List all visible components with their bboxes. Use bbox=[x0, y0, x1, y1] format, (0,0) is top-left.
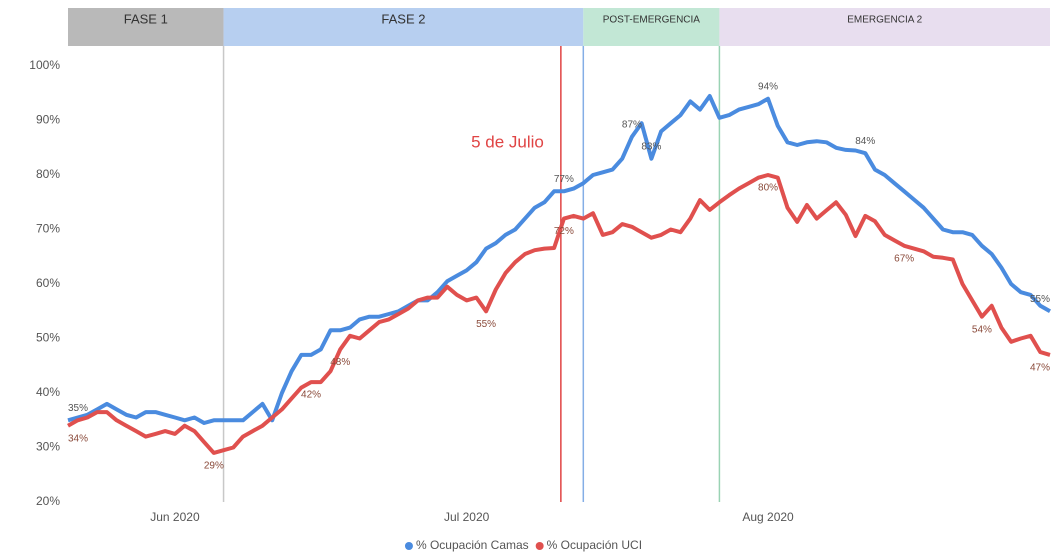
legend-label: % Ocupación Camas bbox=[416, 538, 529, 552]
data-label: 77% bbox=[554, 174, 574, 185]
data-label: 80% bbox=[758, 183, 778, 194]
y-tick-label: 90% bbox=[36, 113, 60, 127]
y-tick-label: 100% bbox=[29, 58, 60, 72]
series-line bbox=[67, 94, 1051, 425]
data-label: 47% bbox=[1030, 362, 1050, 373]
x-tick-label: Jul 2020 bbox=[444, 510, 490, 524]
data-label: 34% bbox=[68, 433, 88, 444]
y-tick-label: 20% bbox=[36, 494, 60, 508]
data-label: 87% bbox=[622, 119, 642, 130]
y-tick-label: 50% bbox=[36, 331, 60, 345]
phase-label: EMERGENCIA 2 bbox=[847, 15, 922, 26]
x-tick-label: Jun 2020 bbox=[150, 510, 200, 524]
legend-label: % Ocupación UCI bbox=[547, 538, 642, 552]
x-tick-label: Aug 2020 bbox=[742, 510, 794, 524]
phase-band bbox=[583, 8, 720, 46]
y-tick-label: 80% bbox=[36, 167, 60, 181]
data-label: 83% bbox=[641, 141, 661, 152]
phase-band bbox=[68, 8, 224, 46]
data-label: 72% bbox=[554, 226, 574, 237]
data-label: 35% bbox=[68, 403, 88, 414]
phase-label: FASE 2 bbox=[381, 11, 425, 26]
data-label: 94% bbox=[758, 81, 778, 92]
y-tick-label: 60% bbox=[36, 276, 60, 290]
series-line bbox=[67, 173, 1051, 455]
phase-band bbox=[223, 8, 584, 46]
marker-label: 5 de Julio bbox=[471, 132, 544, 151]
data-label: 29% bbox=[204, 461, 224, 472]
phase-band bbox=[719, 8, 1050, 46]
phase-label: POST-EMERGENCIA bbox=[603, 15, 701, 26]
data-label: 84% bbox=[855, 136, 875, 147]
data-label: 42% bbox=[301, 390, 321, 401]
y-tick-label: 30% bbox=[36, 440, 60, 454]
data-label: 54% bbox=[972, 324, 992, 335]
data-label: 48% bbox=[330, 357, 350, 368]
y-tick-label: 40% bbox=[36, 385, 60, 399]
legend-marker bbox=[404, 542, 413, 550]
data-label: 55% bbox=[476, 319, 496, 330]
legend-marker bbox=[535, 542, 544, 550]
data-label: 55% bbox=[1030, 294, 1050, 305]
y-tick-label: 70% bbox=[36, 222, 60, 236]
data-label: 67% bbox=[894, 253, 914, 264]
phase-label: FASE 1 bbox=[124, 11, 168, 26]
